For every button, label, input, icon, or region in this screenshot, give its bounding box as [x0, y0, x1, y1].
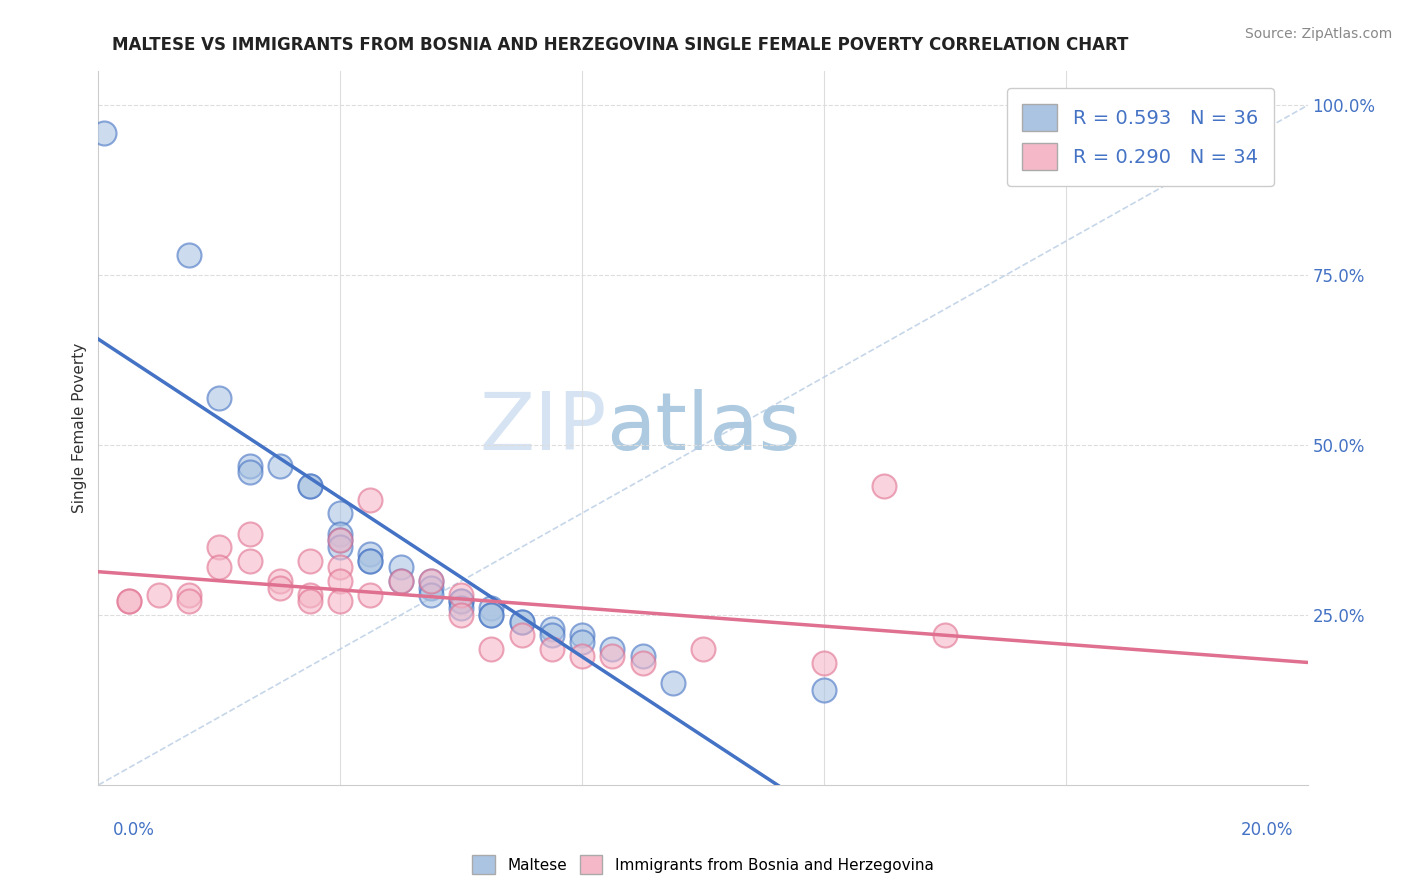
- Point: [661, 676, 683, 690]
- Point: [389, 574, 412, 588]
- Point: [540, 642, 562, 657]
- Point: [360, 492, 382, 507]
- Point: [329, 560, 352, 574]
- Point: [481, 642, 503, 657]
- Point: [571, 648, 593, 663]
- Point: [450, 594, 472, 608]
- Point: [450, 608, 472, 623]
- Point: [389, 560, 412, 574]
- Point: [208, 540, 231, 554]
- Point: [481, 601, 503, 615]
- Point: [179, 248, 201, 262]
- Point: [420, 574, 443, 588]
- Point: [118, 594, 141, 608]
- Point: [602, 648, 624, 663]
- Text: ZIP: ZIP: [479, 389, 606, 467]
- Point: [93, 126, 115, 140]
- Point: [239, 554, 262, 568]
- Point: [269, 458, 291, 473]
- Point: [360, 554, 382, 568]
- Point: [873, 479, 896, 493]
- Point: [631, 648, 654, 663]
- Point: [329, 594, 352, 608]
- Point: [420, 581, 443, 595]
- Text: 0.0%: 0.0%: [112, 821, 155, 838]
- Point: [329, 506, 352, 520]
- Point: [208, 391, 231, 405]
- Point: [389, 574, 412, 588]
- Point: [239, 466, 262, 480]
- Point: [420, 588, 443, 602]
- Point: [269, 574, 291, 588]
- Point: [631, 656, 654, 670]
- Point: [602, 642, 624, 657]
- Point: [360, 547, 382, 561]
- Point: [239, 526, 262, 541]
- Legend: Maltese, Immigrants from Bosnia and Herzegovina: Maltese, Immigrants from Bosnia and Herz…: [467, 849, 939, 880]
- Point: [934, 628, 956, 642]
- Point: [299, 479, 322, 493]
- Point: [299, 594, 322, 608]
- Point: [813, 656, 835, 670]
- Point: [329, 526, 352, 541]
- Point: [813, 682, 835, 697]
- Y-axis label: Single Female Poverty: Single Female Poverty: [72, 343, 87, 513]
- Point: [299, 479, 322, 493]
- Point: [510, 615, 533, 629]
- Point: [269, 581, 291, 595]
- Point: [571, 635, 593, 649]
- Point: [179, 588, 201, 602]
- Point: [329, 533, 352, 548]
- Point: [510, 628, 533, 642]
- Point: [540, 622, 562, 636]
- Point: [299, 588, 322, 602]
- Point: [692, 642, 714, 657]
- Point: [450, 601, 472, 615]
- Point: [450, 594, 472, 608]
- Point: [481, 608, 503, 623]
- Text: Source: ZipAtlas.com: Source: ZipAtlas.com: [1244, 27, 1392, 41]
- Point: [329, 533, 352, 548]
- Point: [329, 540, 352, 554]
- Point: [481, 608, 503, 623]
- Point: [360, 588, 382, 602]
- Point: [208, 560, 231, 574]
- Point: [450, 588, 472, 602]
- Point: [360, 554, 382, 568]
- Text: atlas: atlas: [606, 389, 800, 467]
- Legend: R = 0.593   N = 36, R = 0.290   N = 34: R = 0.593 N = 36, R = 0.290 N = 34: [1007, 88, 1274, 186]
- Point: [118, 594, 141, 608]
- Point: [540, 628, 562, 642]
- Point: [179, 594, 201, 608]
- Point: [571, 628, 593, 642]
- Point: [329, 574, 352, 588]
- Text: 20.0%: 20.0%: [1241, 821, 1294, 838]
- Point: [299, 554, 322, 568]
- Point: [239, 458, 262, 473]
- Point: [148, 588, 170, 602]
- Point: [420, 574, 443, 588]
- Text: MALTESE VS IMMIGRANTS FROM BOSNIA AND HERZEGOVINA SINGLE FEMALE POVERTY CORRELAT: MALTESE VS IMMIGRANTS FROM BOSNIA AND HE…: [112, 36, 1129, 54]
- Point: [510, 615, 533, 629]
